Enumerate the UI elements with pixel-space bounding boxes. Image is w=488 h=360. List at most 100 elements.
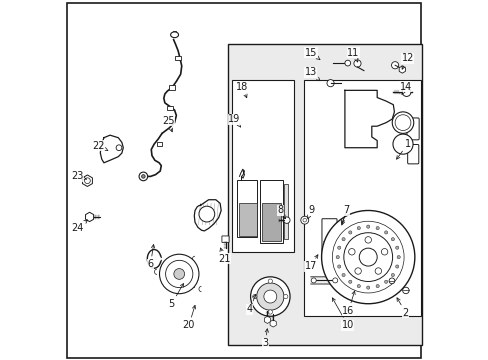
- Circle shape: [116, 145, 122, 150]
- Text: 16: 16: [342, 291, 354, 316]
- Circle shape: [142, 175, 145, 178]
- Bar: [167, 106, 173, 111]
- Circle shape: [199, 206, 214, 222]
- Bar: [231, 80, 293, 252]
- Circle shape: [356, 284, 360, 288]
- Circle shape: [402, 88, 410, 96]
- Text: 6: 6: [147, 244, 154, 269]
- Circle shape: [341, 238, 345, 241]
- Circle shape: [391, 62, 398, 69]
- Circle shape: [139, 172, 147, 181]
- Text: 18: 18: [236, 82, 248, 98]
- Circle shape: [341, 273, 345, 276]
- Bar: [175, 56, 181, 60]
- Circle shape: [174, 269, 184, 279]
- Text: 9: 9: [307, 206, 314, 219]
- Circle shape: [337, 246, 340, 249]
- Text: 4: 4: [246, 294, 256, 314]
- Circle shape: [165, 260, 192, 288]
- Circle shape: [267, 310, 272, 314]
- Bar: [303, 80, 421, 316]
- Text: 12: 12: [401, 53, 413, 69]
- Circle shape: [335, 256, 339, 259]
- Circle shape: [356, 226, 360, 230]
- Circle shape: [267, 279, 272, 283]
- Text: 15: 15: [304, 48, 319, 59]
- Bar: [228, 44, 421, 345]
- Circle shape: [252, 294, 257, 299]
- Circle shape: [366, 286, 369, 289]
- Text: 23: 23: [71, 171, 86, 181]
- Text: 3: 3: [262, 329, 268, 348]
- Circle shape: [344, 60, 350, 66]
- Circle shape: [321, 211, 414, 304]
- Circle shape: [283, 217, 289, 224]
- Text: 5: 5: [168, 284, 183, 309]
- Circle shape: [326, 80, 333, 87]
- Circle shape: [353, 60, 360, 67]
- Circle shape: [375, 226, 379, 230]
- Polygon shape: [344, 90, 394, 148]
- FancyBboxPatch shape: [407, 144, 418, 164]
- Circle shape: [395, 265, 398, 268]
- Text: 8: 8: [277, 206, 285, 219]
- FancyBboxPatch shape: [222, 236, 228, 242]
- Circle shape: [310, 278, 316, 283]
- Bar: [236, 180, 257, 237]
- Polygon shape: [100, 135, 123, 163]
- Circle shape: [374, 268, 381, 274]
- Text: 17: 17: [304, 255, 317, 271]
- Circle shape: [396, 256, 400, 259]
- Text: 13: 13: [304, 67, 319, 81]
- Circle shape: [348, 248, 354, 255]
- Circle shape: [359, 248, 376, 266]
- Circle shape: [381, 248, 387, 255]
- Circle shape: [384, 280, 387, 283]
- Text: 2: 2: [396, 298, 408, 318]
- Circle shape: [264, 290, 276, 303]
- Text: 19: 19: [228, 114, 240, 127]
- Circle shape: [395, 246, 398, 249]
- Circle shape: [84, 178, 90, 184]
- Text: 24: 24: [71, 220, 87, 233]
- Circle shape: [354, 268, 361, 274]
- Text: 21: 21: [218, 248, 230, 264]
- Circle shape: [402, 287, 408, 294]
- Circle shape: [348, 280, 351, 283]
- Circle shape: [250, 277, 289, 316]
- Circle shape: [392, 134, 412, 154]
- Text: 7: 7: [341, 206, 349, 223]
- Bar: [260, 180, 282, 243]
- Circle shape: [159, 254, 199, 294]
- Circle shape: [283, 294, 287, 299]
- Circle shape: [332, 278, 337, 283]
- Text: 1: 1: [396, 139, 410, 159]
- Bar: [283, 184, 287, 239]
- Circle shape: [391, 112, 413, 134]
- Text: 25: 25: [162, 116, 174, 132]
- Circle shape: [375, 284, 379, 288]
- FancyBboxPatch shape: [321, 219, 336, 260]
- Text: 10: 10: [332, 298, 353, 330]
- Polygon shape: [194, 200, 221, 231]
- Text: 22: 22: [92, 141, 108, 151]
- Text: 11: 11: [346, 48, 359, 62]
- Circle shape: [337, 265, 340, 268]
- Circle shape: [390, 238, 394, 241]
- Bar: [169, 85, 175, 90]
- Circle shape: [300, 216, 308, 224]
- FancyBboxPatch shape: [406, 118, 418, 140]
- Polygon shape: [310, 277, 334, 284]
- Circle shape: [388, 278, 394, 284]
- Text: 14: 14: [399, 82, 411, 95]
- Circle shape: [256, 283, 284, 310]
- Circle shape: [364, 237, 371, 243]
- Circle shape: [390, 273, 394, 276]
- Bar: [262, 203, 281, 241]
- Text: 20: 20: [183, 305, 195, 330]
- Circle shape: [366, 225, 369, 228]
- Bar: [239, 203, 256, 235]
- Bar: [156, 142, 162, 146]
- Circle shape: [348, 231, 351, 234]
- Circle shape: [384, 231, 387, 234]
